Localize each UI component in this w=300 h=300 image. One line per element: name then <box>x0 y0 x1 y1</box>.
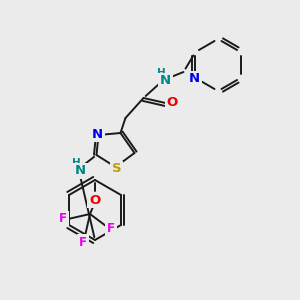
Text: H: H <box>157 68 166 78</box>
Text: F: F <box>79 236 87 248</box>
Text: N: N <box>189 73 200 85</box>
Text: O: O <box>89 194 100 206</box>
Text: F: F <box>59 212 67 226</box>
Text: F: F <box>107 221 115 235</box>
Text: H: H <box>72 158 81 168</box>
Text: S: S <box>112 163 121 176</box>
Text: N: N <box>92 128 103 140</box>
Text: N: N <box>75 164 86 178</box>
Text: O: O <box>167 97 178 110</box>
Text: N: N <box>160 74 171 88</box>
